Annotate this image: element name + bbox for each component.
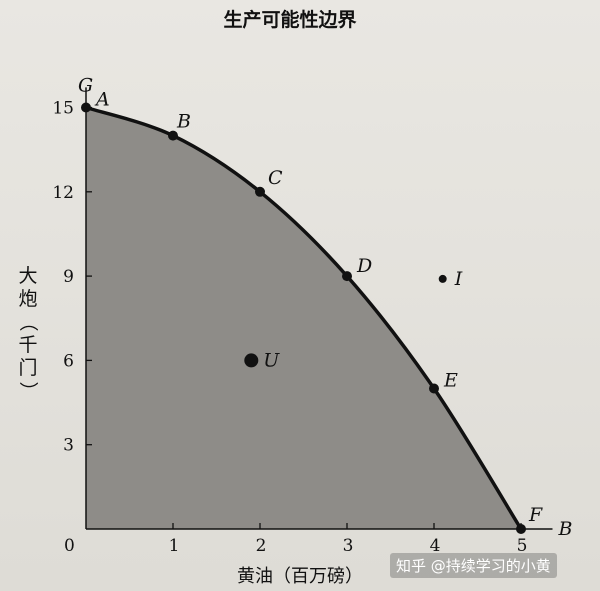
frontier-point [429,383,439,394]
chart-title: 生产可能性边界 [223,8,356,31]
frontier-point [255,186,265,197]
y-tick-label: 6 [63,351,74,371]
x-axis-end-label: B [558,518,573,540]
y-tick-labels: 3 6 9 12 15 [52,99,92,456]
frontier-point [81,102,91,113]
watermark: 知乎 @持续学习的小黄 [390,553,557,578]
frontier-point-label: F [528,504,543,526]
y-tick-label: 3 [63,436,74,456]
frontier-point-label: D [356,255,372,277]
y-tick-label: 12 [52,183,74,203]
frontier-point [342,271,352,282]
x-axis-label: 黄油（百万磅） [237,566,363,587]
frontier-point [516,524,526,534]
y-axis-label-char: 炮 [18,288,37,310]
origin-label: 0 [64,536,75,556]
other-points: UI [244,268,463,371]
frontier-point [168,130,178,141]
frontier-point-label: A [94,89,110,111]
y-axis-label-char: 大 [18,265,37,287]
y-axis-label-char: ） [17,381,39,400]
frontier-point-label: B [176,111,191,133]
x-tick-label: 4 [430,536,441,556]
y-axis-label-char: 千 [18,334,37,356]
y-axis-label-char: 门 [18,357,37,379]
y-tick-label: 9 [63,267,74,287]
frontier-point-label: E [443,370,458,392]
y-axis-end-label: G [78,74,93,96]
frontier-point-label: C [268,167,283,189]
x-tick-label: 1 [169,536,180,556]
point-i [438,274,447,283]
x-tick-label: 5 [517,536,528,556]
y-axis-label: 大炮 （ 千门 ） [17,265,39,401]
y-tick-label: 15 [52,99,74,119]
y-axis-label-char: （ [17,312,39,331]
frontier-points: A B C D E F [81,89,543,534]
x-tick-label: 3 [343,536,354,556]
x-tick-label: 2 [256,536,267,556]
point-u [244,353,259,368]
attainable-region [86,107,521,529]
point-label: I [454,268,463,290]
point-label: U [263,349,280,371]
